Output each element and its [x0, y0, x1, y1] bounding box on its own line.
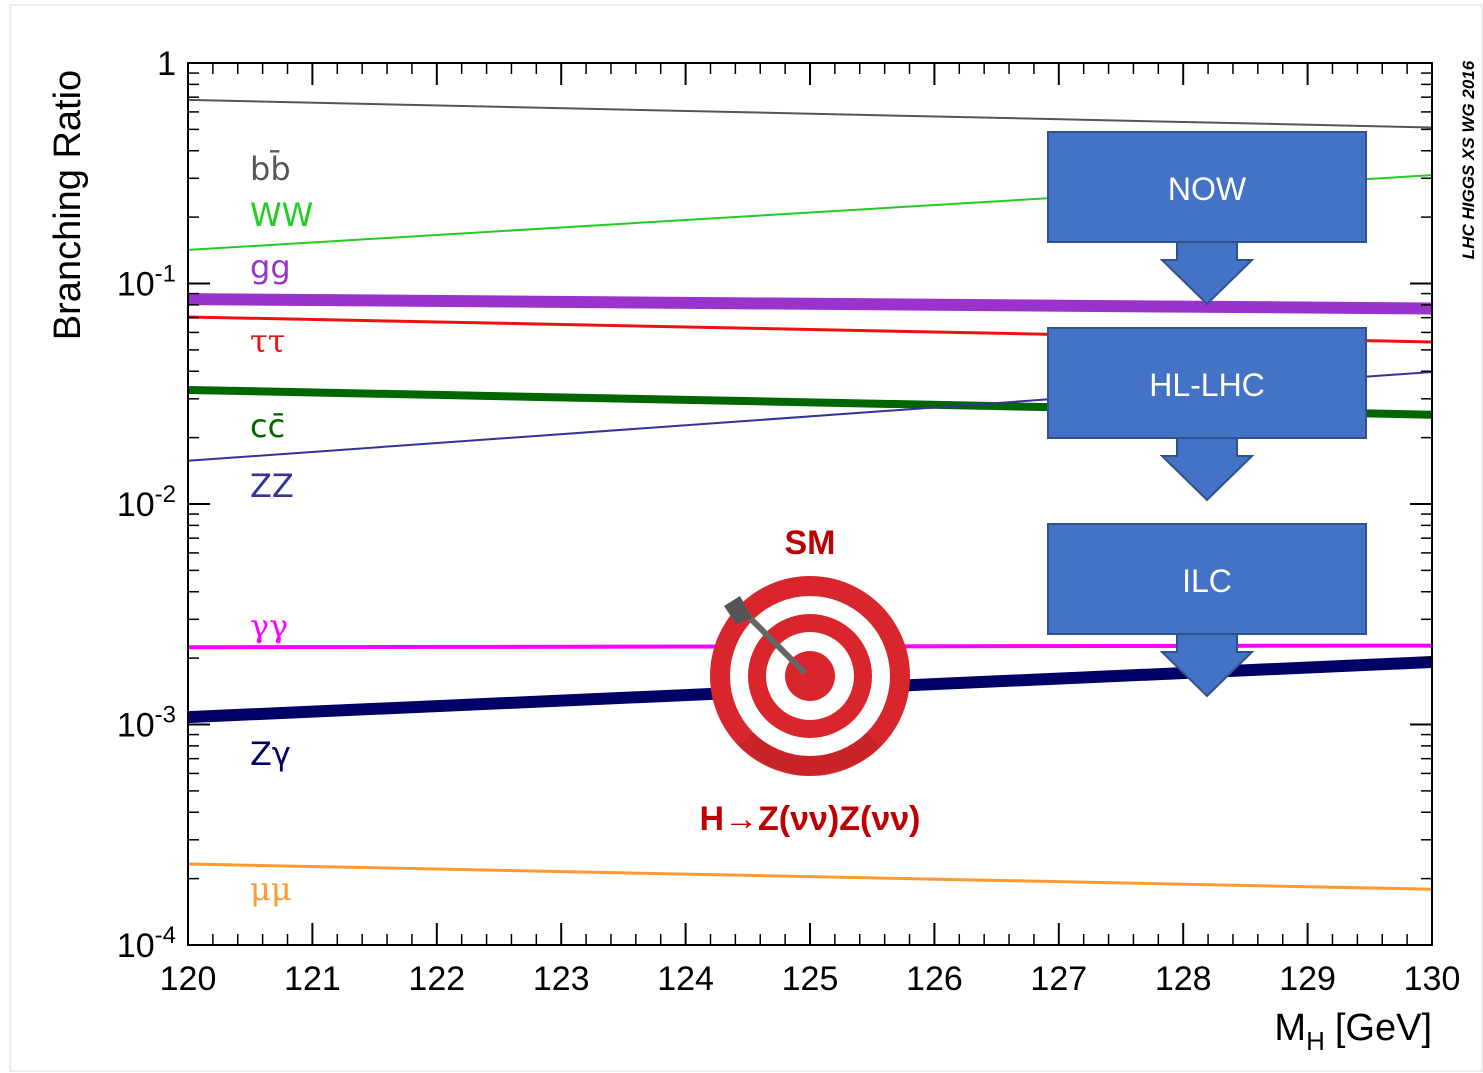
- x-tick-label: 122: [408, 960, 465, 998]
- stages: NOW HL-LHC ILC: [1048, 132, 1366, 696]
- stage-label: ILC: [1182, 563, 1232, 599]
- x-tick-label: 125: [782, 960, 839, 998]
- x-tick-label: 130: [1404, 960, 1461, 998]
- x-label-unit: [GeV]: [1335, 1007, 1432, 1049]
- stage-label: HL-LHC: [1149, 367, 1265, 403]
- x-axis-label: MH [GeV]: [1274, 1007, 1432, 1056]
- series-label: μμ: [250, 870, 292, 908]
- x-tick-label: 121: [284, 960, 341, 998]
- series-label: ττ: [250, 322, 285, 360]
- series-label: gg: [250, 248, 291, 286]
- series-label: cc̄: [250, 407, 285, 445]
- stage-label: NOW: [1168, 171, 1247, 207]
- x-label-main: M: [1274, 1007, 1306, 1049]
- x-tick-label: 129: [1279, 960, 1336, 998]
- target-icon: [710, 576, 910, 776]
- x-tick-label: 128: [1155, 960, 1212, 998]
- x-tick-label: 124: [657, 960, 714, 998]
- series-label: WW: [250, 196, 313, 234]
- credit: LHC HIGGS XS WG 2016: [1459, 60, 1478, 259]
- chart: Branching Ratio LHC HIGGS XS WG 2016 MH […: [0, 0, 1483, 1073]
- series-label: γγ: [250, 607, 288, 645]
- series-label: bb̄: [250, 149, 291, 188]
- x-tick-label: 126: [906, 960, 963, 998]
- y-axis-label: Branching Ratio: [47, 70, 89, 340]
- x-tick-label: 123: [533, 960, 590, 998]
- x-tick-label: 127: [1030, 960, 1087, 998]
- series-label: ZZ: [250, 467, 294, 505]
- channel-label: H→Z(νν)Z(νν): [699, 800, 920, 838]
- x-tick-label: 120: [160, 960, 217, 998]
- series-label: Zγ: [250, 735, 291, 773]
- x-label-sub: H: [1306, 1026, 1325, 1056]
- y-tick-label: 1: [157, 45, 176, 83]
- target-label: SM: [785, 524, 836, 562]
